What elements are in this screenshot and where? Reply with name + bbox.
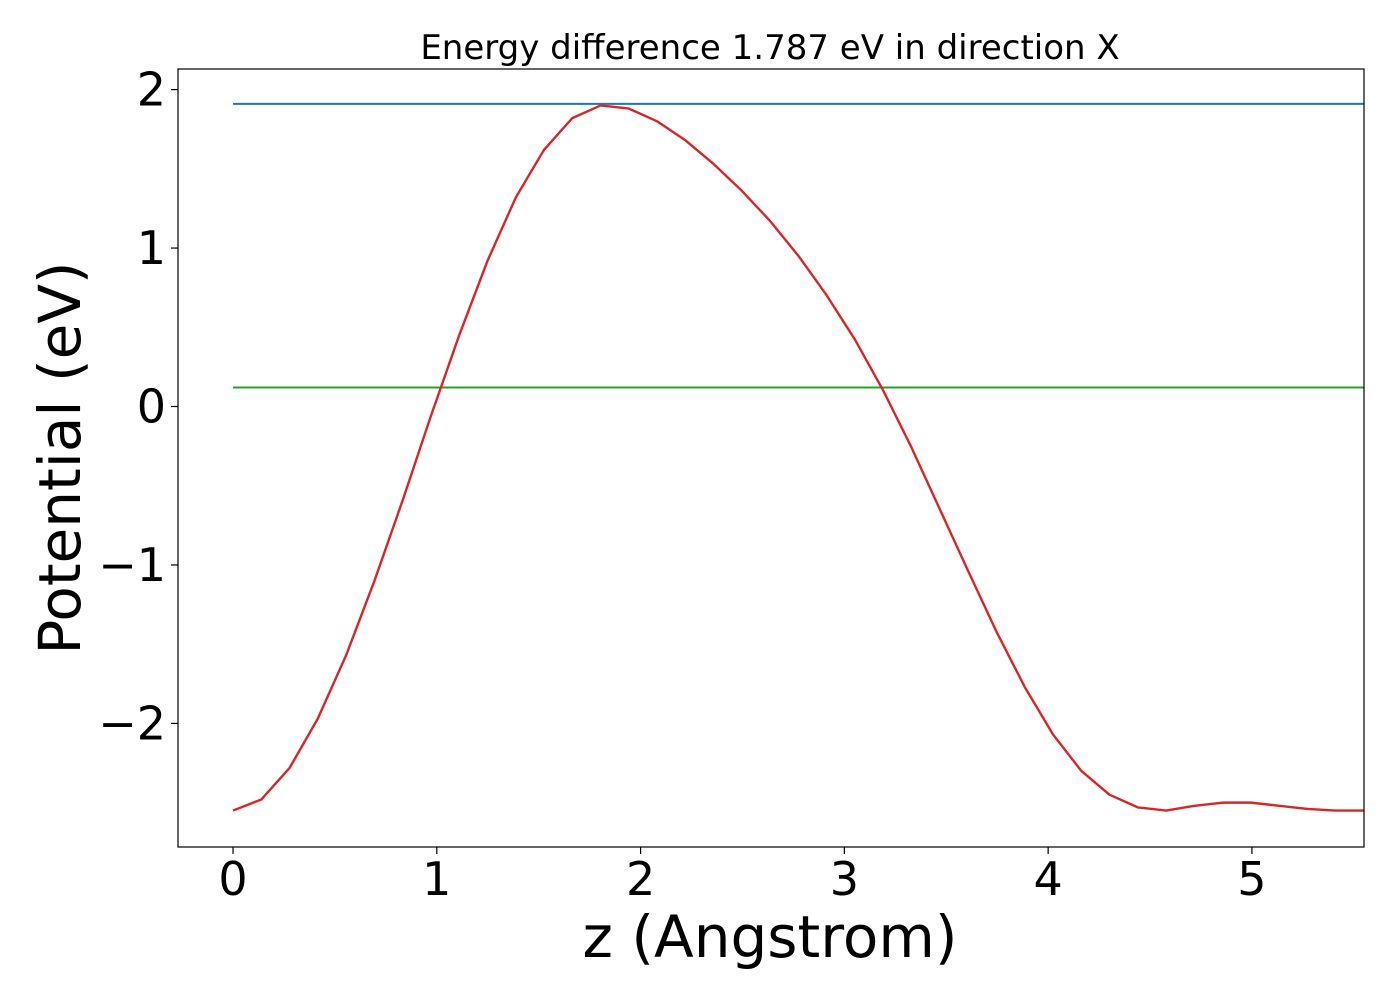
y-tick-label: −2 xyxy=(98,696,166,750)
series-line-2 xyxy=(232,104,1364,812)
plot-frame xyxy=(177,68,1365,848)
y-axis-ticks: −2 −1 0 1 2 xyxy=(98,63,178,750)
chart-title: Energy difference 1.787 eV in direction … xyxy=(420,28,1119,68)
y-tick-label: −1 xyxy=(98,538,166,592)
x-tick-label: 0 xyxy=(218,852,247,906)
x-tick-label: 1 xyxy=(422,852,451,906)
x-tick-label: 3 xyxy=(830,852,859,906)
y-axis-label: Potential (eV) xyxy=(26,261,94,654)
y-tick-label: 1 xyxy=(137,221,166,275)
x-axis-ticks: 0 1 2 3 4 5 xyxy=(218,847,1267,906)
x-tick-label: 4 xyxy=(1034,852,1063,906)
x-tick-label: 2 xyxy=(626,852,655,906)
y-tick-label: 0 xyxy=(137,380,166,434)
plot-layer xyxy=(232,102,1364,812)
x-tick-label: 5 xyxy=(1237,852,1266,906)
x-axis-label: z (Angstrom) xyxy=(583,903,958,971)
y-tick-label: 2 xyxy=(137,63,166,117)
